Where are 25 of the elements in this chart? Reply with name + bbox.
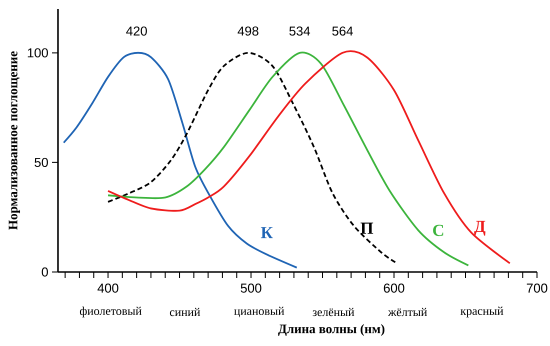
x-tick-label: 500 [240,284,262,293]
y-tick-label: 50 [34,158,48,167]
line-series [62,52,298,269]
series-label: Д [474,220,486,236]
x-axis-title: Длина волны (нм) [278,324,384,336]
y-axis-title: Нормализованное поглощение [8,51,20,230]
x-tick-label: 600 [384,284,404,293]
x-tick-label: 700 [526,284,548,293]
text: синий [170,308,200,316]
annotation: 564 [332,26,353,36]
text: жёлтый [388,308,427,316]
text: фиолетовый [80,306,142,318]
series-label: К [260,227,273,238]
series-label: С [433,224,444,236]
annotation: 534 [289,26,310,36]
text: красный [460,306,504,318]
line-series [107,52,398,264]
series-label: П [360,222,374,234]
annotation: 420 [126,26,147,36]
annotation: 498 [238,26,258,36]
y-tick-label: 100 [28,48,48,58]
y-tick-label: 0 [42,267,48,277]
x-tick-label: 400 [98,284,118,293]
text: зелёный [312,308,354,316]
text: циановый [234,306,284,318]
